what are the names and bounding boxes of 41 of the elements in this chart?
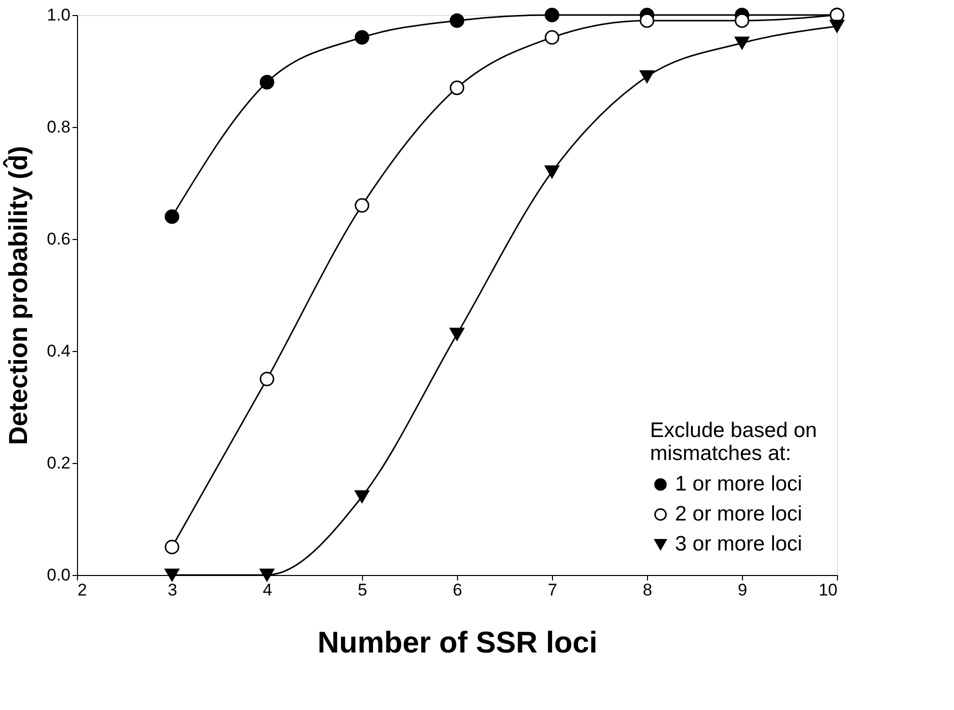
point [164,209,180,224]
legend-label: 2 or more loci [675,502,802,526]
y-tick-label: 0.2 [46,454,70,472]
x-tick-label: 5 [358,580,368,600]
point [640,13,654,28]
point [544,165,560,178]
point [354,490,370,503]
x-tick-label: 10 [818,580,838,600]
x-tick-label: 8 [642,580,652,600]
point [450,328,464,341]
x-axis-title: Number of SSR loci [317,626,598,660]
point [734,36,750,50]
point [734,13,750,28]
point [354,30,370,45]
point [260,372,274,386]
point [830,20,844,33]
point [544,30,560,45]
y-tick-label: 0.6 [46,230,70,248]
point [544,8,560,22]
point [450,13,464,28]
legend-label: 3 or more loci [675,532,802,556]
x-tick-label: 9 [738,580,748,600]
y-tick-label: 1.0 [46,6,70,24]
legend-title: Exclude based on mismatches at: [650,419,817,465]
point [260,74,274,90]
point [640,70,654,83]
point [450,80,464,96]
x-tick-label: 2 [78,580,87,600]
point [354,198,370,213]
point [164,540,180,554]
legend-label: 1 or more loci [675,472,802,496]
y-axis-title: Detection probability (d̂) [2,146,33,445]
x-tick-label: 3 [168,580,178,600]
y-tick-label: 0.0 [46,566,70,584]
y-tick-label: 0.8 [46,118,70,136]
x-tick-label: 6 [452,580,462,600]
x-tick-label: 7 [548,580,558,600]
y-tick-label: 0.4 [46,342,70,360]
point [260,568,274,582]
point [164,568,180,582]
x-tick-label: 4 [262,580,272,600]
